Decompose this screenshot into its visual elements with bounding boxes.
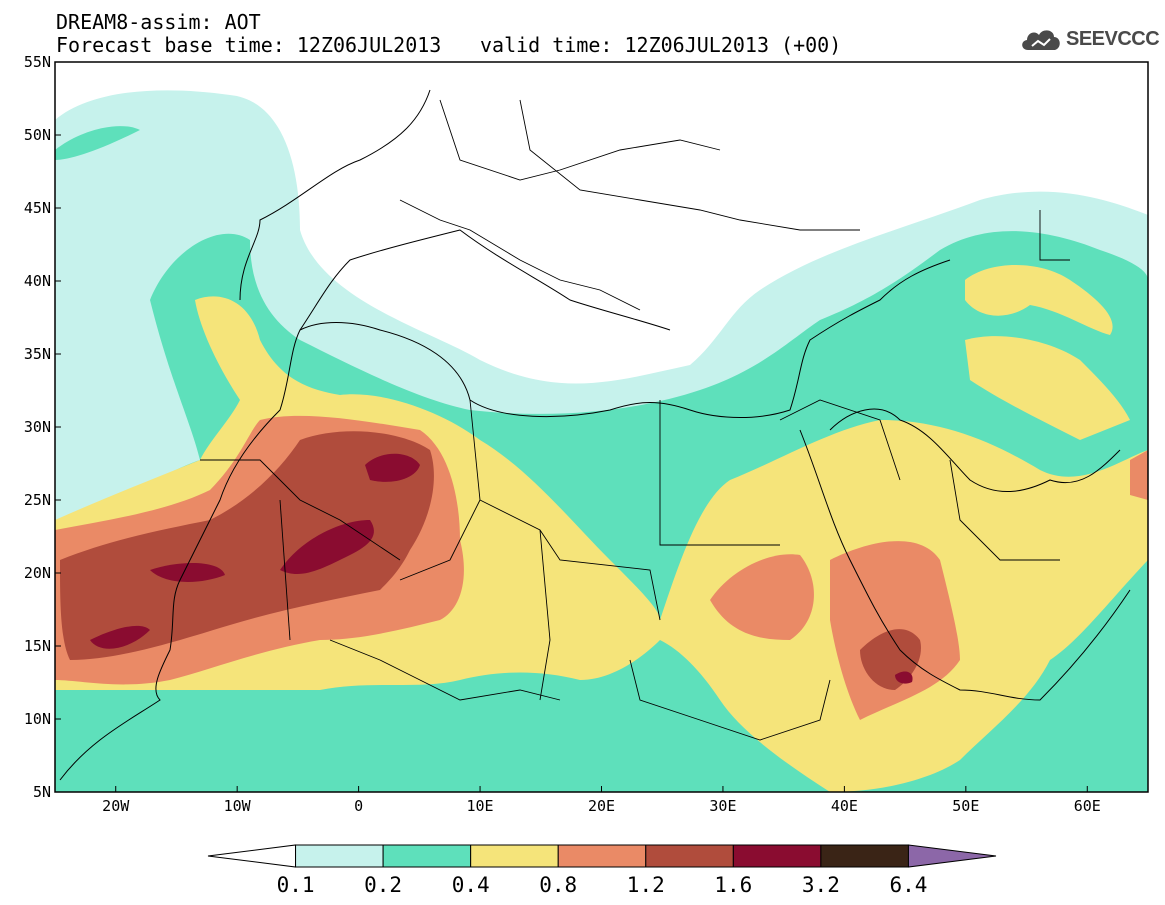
lat-tick-label: 10N	[24, 710, 51, 728]
colorbar-label: 3.2	[802, 873, 840, 897]
latitude-axis: 55N 50N 45N 40N 35N 30N 25N 20N 15N 10N 5N	[24, 53, 61, 801]
lon-tick-label: 40E	[831, 797, 858, 815]
colorbar: 0.1 0.2 0.4 0.8 1.2 1.6 3.2 6.4	[207, 844, 997, 897]
lon-tick-label: 50E	[952, 797, 979, 815]
lat-tick-label: 45N	[24, 199, 51, 217]
colorbar-swatch	[557, 844, 647, 868]
lon-tick-label: 60E	[1074, 797, 1101, 815]
lon-tick-label: 20E	[588, 797, 615, 815]
colorbar-swatch	[907, 844, 997, 868]
aot-field	[55, 62, 1148, 792]
lat-tick-label: 20N	[24, 564, 51, 582]
lat-tick-label: 25N	[24, 491, 51, 509]
lon-tick-label: 10E	[467, 797, 494, 815]
lat-tick-label: 30N	[24, 418, 51, 436]
colorbar-label: 0.2	[364, 873, 402, 897]
lat-tick-label: 50N	[24, 126, 51, 144]
colorbar-swatch	[207, 844, 297, 868]
lat-tick-label: 35N	[24, 345, 51, 363]
lat-tick-label: 5N	[33, 783, 51, 801]
lon-tick-label: 20W	[102, 797, 130, 815]
colorbar-label: 0.4	[452, 873, 490, 897]
country-borders	[200, 99, 1070, 741]
colorbar-swatch	[645, 844, 734, 868]
colorbar-swatch	[382, 844, 472, 868]
colorbar-label: 1.6	[714, 873, 752, 897]
lon-tick-label: 10W	[224, 797, 252, 815]
lon-tick-label: 0	[354, 797, 363, 815]
coastlines	[59, 89, 1131, 781]
lon-tick-label: 30E	[709, 797, 736, 815]
map-title: DREAM8-assim: AOT	[56, 10, 261, 34]
logo-text: SEEVCCC	[1066, 28, 1160, 50]
forecast-base-time: Forecast base time: 12Z06JUL2013	[56, 33, 442, 57]
colorbar-label: 0.1	[277, 873, 315, 897]
longitude-axis: 20W 10W 0 10E 20E 30E 40E 50E 60E	[102, 786, 1101, 815]
lat-tick-label: 55N	[24, 53, 51, 71]
colorbar-label: 0.8	[539, 873, 577, 897]
aot-band-1.6	[90, 453, 913, 684]
colorbar-swatch	[820, 844, 909, 868]
cloud-icon	[1022, 30, 1060, 50]
colorbar-swatch	[295, 844, 384, 868]
lat-tick-label: 15N	[24, 637, 51, 655]
seevccc-logo: SEEVCCC	[1018, 24, 1160, 56]
valid-time: valid time: 12Z06JUL2013 (+00)	[480, 33, 842, 57]
colorbar-swatch	[732, 844, 822, 868]
colorbar-label: 1.2	[627, 873, 665, 897]
lat-tick-label: 40N	[24, 272, 51, 290]
colorbar-swatch	[470, 844, 559, 868]
colorbar-label: 6.4	[889, 873, 927, 897]
